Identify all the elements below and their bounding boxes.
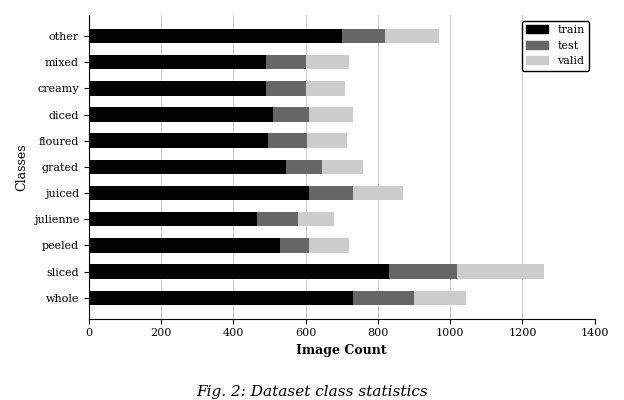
Bar — [414, 290, 466, 305]
Bar — [308, 134, 347, 148]
Bar — [306, 81, 345, 96]
Bar — [298, 212, 334, 226]
Bar — [89, 29, 342, 43]
Bar — [280, 238, 309, 252]
Bar — [286, 160, 322, 174]
Bar — [322, 160, 363, 174]
Bar — [89, 160, 286, 174]
Bar — [89, 186, 309, 200]
Bar — [457, 264, 544, 279]
Bar — [89, 134, 268, 148]
Bar — [273, 107, 309, 122]
Bar — [256, 212, 298, 226]
Bar — [268, 134, 308, 148]
Bar — [89, 238, 280, 252]
Bar — [89, 290, 353, 305]
Bar — [89, 107, 273, 122]
Bar — [385, 29, 439, 43]
Bar — [266, 55, 306, 69]
Legend: train, test, valid: train, test, valid — [522, 20, 589, 70]
Bar — [306, 55, 349, 69]
Bar — [89, 81, 266, 96]
Bar — [353, 290, 414, 305]
Bar — [342, 29, 385, 43]
Bar — [309, 238, 349, 252]
X-axis label: Image Count: Image Count — [296, 344, 387, 357]
Bar — [309, 186, 353, 200]
Bar — [353, 186, 403, 200]
Bar — [389, 264, 457, 279]
Bar — [309, 107, 353, 122]
Bar — [89, 212, 256, 226]
Bar — [89, 264, 389, 279]
Y-axis label: Classes: Classes — [15, 143, 28, 191]
Bar — [266, 81, 306, 96]
Bar — [89, 55, 266, 69]
Text: Fig. 2: Dataset class statistics: Fig. 2: Dataset class statistics — [196, 385, 428, 399]
